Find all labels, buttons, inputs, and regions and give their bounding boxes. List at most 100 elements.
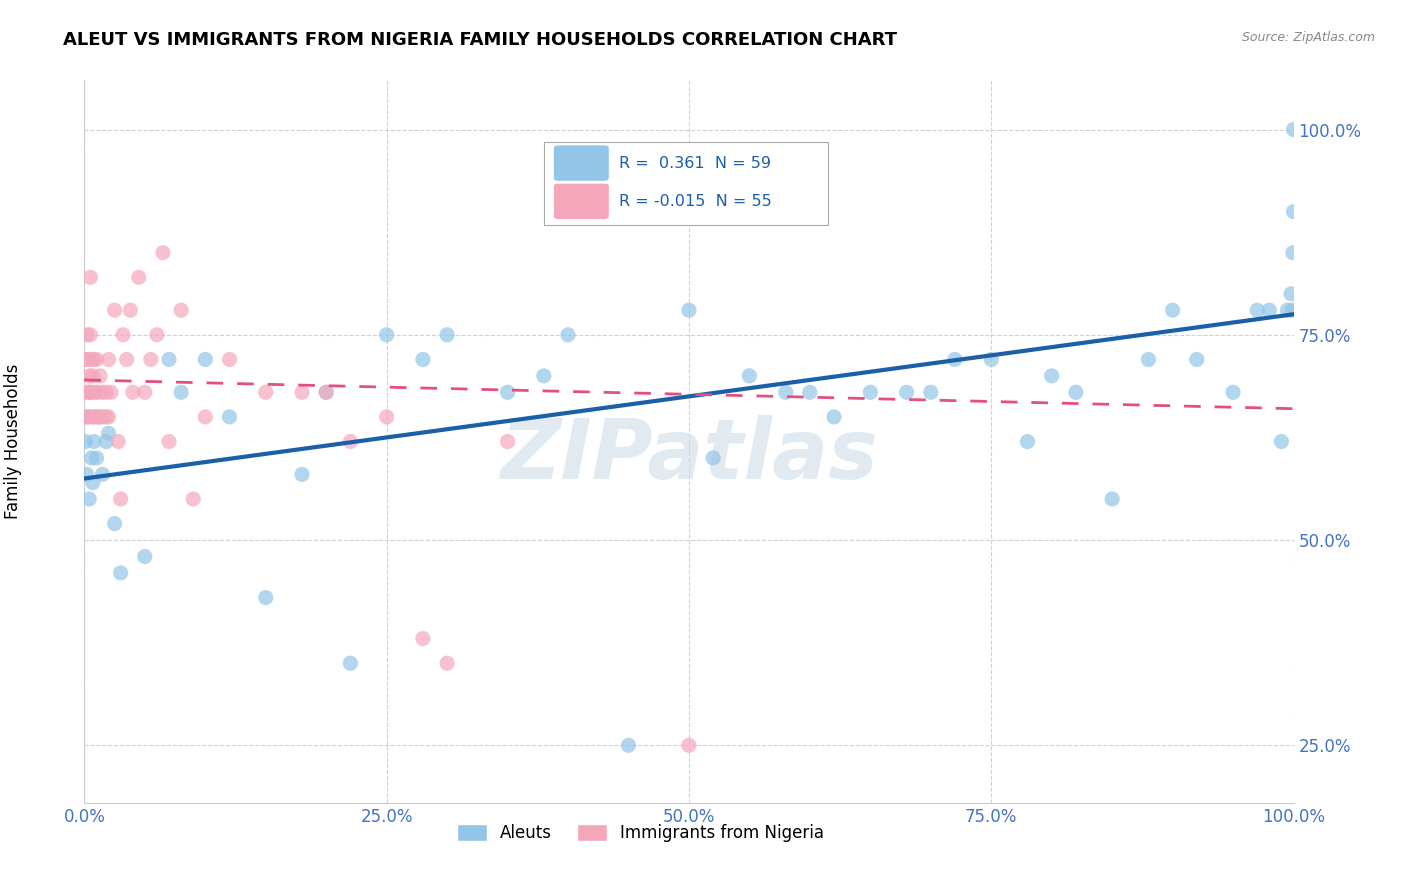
Point: [1270, 434, 1292, 449]
Point: [1185, 352, 1208, 367]
Text: R =  0.361  N = 59: R = 0.361 N = 59: [619, 155, 770, 170]
Point: [75, 434, 97, 449]
Point: [110, 491, 132, 506]
Point: [218, 409, 240, 424]
Point: [80, 450, 103, 465]
Point: [291, 467, 314, 482]
FancyBboxPatch shape: [554, 145, 609, 181]
Point: [91, 467, 114, 482]
Point: [83, 409, 105, 424]
Point: [533, 368, 555, 383]
Point: [112, 327, 135, 342]
Point: [82, 475, 104, 490]
Point: [86, 385, 108, 400]
Point: [799, 385, 821, 400]
Point: [920, 385, 942, 400]
Point: [557, 327, 579, 342]
Point: [91, 409, 114, 424]
Point: [157, 434, 180, 449]
Point: [84, 385, 107, 400]
Point: [436, 327, 458, 342]
Point: [496, 434, 519, 449]
Point: [254, 385, 277, 400]
Text: R = -0.015  N = 55: R = -0.015 N = 55: [619, 194, 772, 209]
Point: [87, 409, 110, 424]
Point: [412, 632, 434, 646]
Point: [678, 303, 700, 318]
Point: [121, 385, 143, 400]
Point: [79, 327, 101, 342]
Point: [76, 467, 98, 482]
Point: [775, 385, 797, 400]
Point: [75, 352, 97, 367]
Point: [100, 385, 122, 400]
Point: [738, 368, 761, 383]
Point: [77, 491, 100, 506]
Point: [107, 434, 129, 449]
Point: [139, 352, 162, 367]
Point: [157, 352, 180, 367]
Point: [97, 352, 120, 367]
FancyBboxPatch shape: [554, 183, 609, 219]
Point: [104, 516, 127, 531]
Point: [91, 385, 114, 400]
Point: [110, 566, 132, 580]
Point: [152, 245, 174, 260]
Point: [436, 657, 458, 671]
Point: [86, 409, 108, 424]
Point: [77, 368, 100, 383]
Point: [83, 352, 105, 367]
Point: [1101, 491, 1123, 506]
Point: [1282, 122, 1305, 136]
Text: Source: ZipAtlas.com: Source: ZipAtlas.com: [1241, 31, 1375, 45]
Point: [77, 409, 100, 424]
Point: [77, 385, 100, 400]
Point: [896, 385, 918, 400]
Point: [194, 409, 217, 424]
Point: [412, 352, 434, 367]
Point: [702, 450, 724, 465]
Point: [89, 368, 111, 383]
Point: [1282, 204, 1305, 219]
Point: [1258, 303, 1281, 318]
Point: [97, 426, 120, 441]
Point: [1040, 368, 1063, 383]
Point: [80, 385, 103, 400]
Point: [1137, 352, 1160, 367]
Point: [1279, 286, 1302, 301]
Point: [87, 409, 110, 424]
Point: [943, 352, 966, 367]
Legend: Aleuts, Immigrants from Nigeria: Aleuts, Immigrants from Nigeria: [450, 817, 831, 848]
Point: [194, 352, 217, 367]
Point: [134, 385, 156, 400]
Point: [76, 327, 98, 342]
Point: [77, 352, 100, 367]
Point: [181, 491, 204, 506]
Point: [146, 327, 169, 342]
Point: [678, 739, 700, 753]
Y-axis label: Family Households: Family Households: [4, 364, 22, 519]
Point: [339, 657, 361, 671]
Point: [1064, 385, 1087, 400]
Point: [980, 352, 1002, 367]
FancyBboxPatch shape: [544, 142, 828, 225]
Point: [134, 549, 156, 564]
Point: [80, 352, 103, 367]
Point: [1017, 434, 1039, 449]
Point: [77, 409, 100, 424]
Point: [75, 409, 97, 424]
Point: [1277, 303, 1299, 318]
Text: ZIPatlas: ZIPatlas: [501, 416, 877, 497]
Point: [94, 409, 117, 424]
Point: [1281, 303, 1303, 318]
Point: [1222, 385, 1244, 400]
Text: ALEUT VS IMMIGRANTS FROM NIGERIA FAMILY HOUSEHOLDS CORRELATION CHART: ALEUT VS IMMIGRANTS FROM NIGERIA FAMILY …: [63, 31, 897, 49]
Point: [218, 352, 240, 367]
Point: [315, 385, 337, 400]
Point: [859, 385, 882, 400]
Point: [170, 385, 193, 400]
Point: [115, 352, 138, 367]
Point: [1282, 245, 1305, 260]
Point: [496, 385, 519, 400]
Point: [823, 409, 845, 424]
